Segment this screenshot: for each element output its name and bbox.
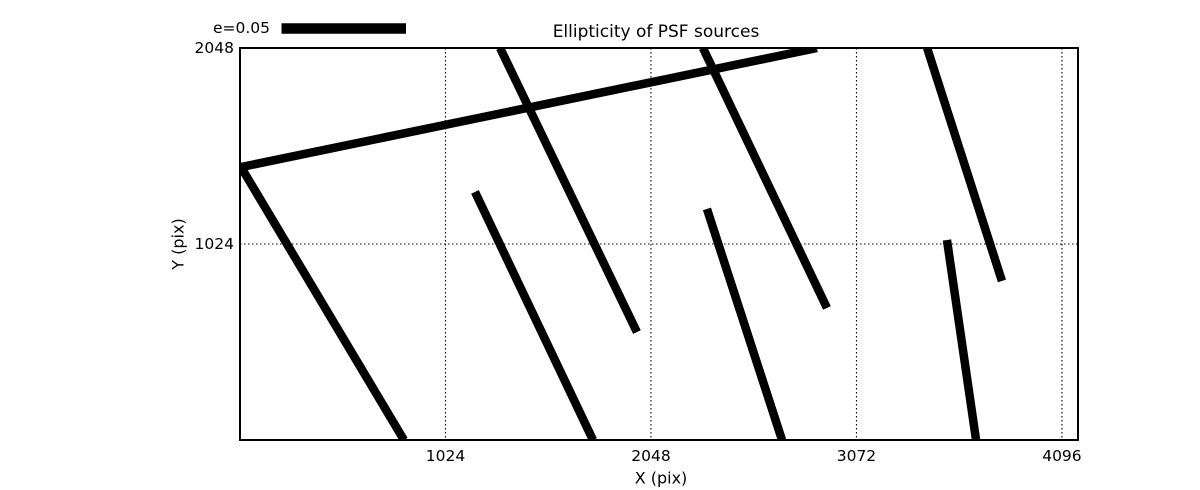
whisker-segment	[471, 190, 597, 440]
whisker-segment	[496, 48, 641, 334]
chart-title: Ellipticity of PSF sources	[552, 22, 760, 42]
legend-label: e=0.05	[212, 19, 270, 37]
y-tick-label: 2048	[194, 39, 234, 57]
x-tick-label: 1024	[425, 447, 466, 465]
y-axis-label: Y (pix)	[168, 218, 188, 270]
x-tick-label: 3072	[836, 447, 877, 465]
whisker-segment	[240, 164, 408, 440]
x-tick-label: 4096	[1042, 447, 1082, 465]
whisker-segment	[942, 239, 981, 440]
x-axis-label: X (pix)	[634, 468, 688, 488]
whisker-segment	[699, 48, 831, 310]
whisker-segment	[702, 207, 787, 440]
x-tick-label: 2048	[631, 447, 671, 465]
whisker-layer	[240, 48, 1006, 440]
whisker-segment	[923, 48, 1006, 283]
y-tick-label: 1024	[194, 235, 234, 253]
plot-frame	[239, 47, 1079, 441]
